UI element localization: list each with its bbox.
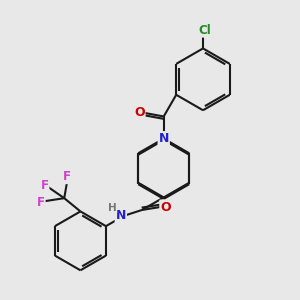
Text: F: F xyxy=(40,179,49,192)
Text: Cl: Cl xyxy=(198,24,211,37)
Text: O: O xyxy=(134,106,145,119)
Text: N: N xyxy=(116,209,126,222)
Text: H: H xyxy=(108,202,116,213)
Text: N: N xyxy=(158,132,169,145)
Text: O: O xyxy=(160,200,171,214)
Text: F: F xyxy=(63,170,71,183)
Text: F: F xyxy=(37,196,45,209)
